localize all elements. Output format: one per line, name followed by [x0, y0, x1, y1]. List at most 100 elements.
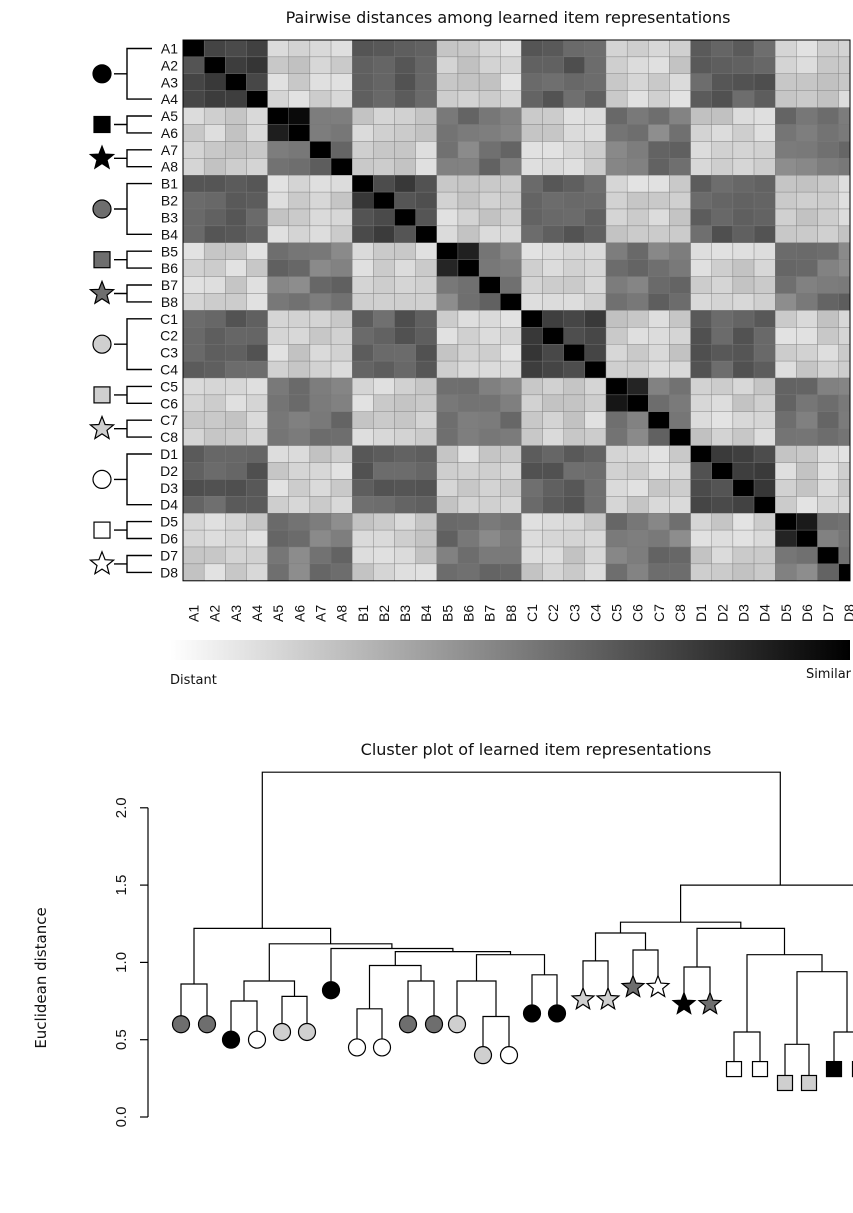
heatmap-cell-A3-D4: [753, 73, 776, 91]
heatmap-cell-C3-C3: [563, 344, 586, 362]
dendrogram-leaf-square-icon: [825, 1060, 843, 1078]
heatmap-cell-B5-B8: [500, 242, 522, 260]
heatmap-cell-B1-D2: [711, 175, 734, 193]
heatmap-cell-A2-D7: [817, 56, 839, 74]
heatmap-cell-C5-A5: [267, 377, 289, 396]
heatmap-cell-A2-A4: [246, 56, 268, 74]
heatmap-cell-C7-B8: [500, 411, 522, 429]
heatmap-cell-D5-C1: [521, 513, 543, 531]
heatmap-cell-B2-D3: [732, 191, 755, 210]
heatmap-cell-A7-B7: [478, 141, 501, 159]
heatmap-cell-B1-B2: [373, 175, 395, 193]
heatmap-cell-D5-C7: [648, 513, 670, 531]
heatmap-cell-B8-A2: [203, 293, 226, 311]
heatmap-cell-D2-A2: [203, 462, 226, 480]
heatmap-cell-A4-C8: [669, 90, 691, 108]
heatmap-cell-C3-B6: [457, 344, 480, 362]
heatmap-cell-D1-A2: [203, 445, 226, 463]
heatmap-cell-B7-A3: [225, 276, 247, 294]
heatmap-cell-D5-B8: [500, 513, 522, 531]
heatmap-cell-A1-B4: [415, 39, 437, 58]
heatmap-cell-B8-A4: [246, 293, 268, 311]
heatmap-cell-D4-D4: [753, 496, 776, 514]
heatmap-cell-A2-B3: [394, 56, 416, 74]
heatmap-cell-A3-C8: [669, 73, 691, 91]
heatmap-cell-B4-D8: [838, 225, 851, 243]
heatmap-cell-B7-B1: [352, 276, 374, 294]
dendrogram-link: [680, 884, 853, 923]
heatmap-cell-D7-A2: [203, 546, 226, 565]
heatmap-cell-D6-C2: [542, 529, 564, 548]
group-bracket: [114, 385, 152, 404]
heatmap-cell-D5-C2: [542, 513, 564, 531]
heatmap-cell-C2-D2: [711, 327, 734, 345]
heatmap-column-label: D6: [799, 604, 815, 622]
heatmap-cell-B2-A3: [225, 191, 247, 210]
dendrogram-link: [394, 951, 512, 966]
heatmap-cell-D5-B4: [415, 513, 437, 531]
heatmap-cell-C8-B4: [415, 428, 437, 446]
heatmap-cell-D7-B6: [457, 546, 480, 565]
heatmap-cell-A8-D8: [838, 158, 851, 176]
heatmap-cell-C6-A3: [225, 394, 247, 412]
heatmap-cell-B2-D1: [690, 191, 712, 210]
heatmap-cell-B6-B6: [457, 259, 480, 277]
heatmap-cell-A3-D8: [838, 73, 851, 91]
heatmap-cell-A6-D6: [796, 124, 818, 142]
heatmap-cell-C7-C7: [648, 411, 670, 429]
heatmap-cell-D4-D8: [838, 496, 851, 514]
heatmap-cell-D8-B2: [373, 563, 395, 581]
heatmap-cell-A8-A4: [246, 158, 268, 176]
heatmap-cell-A5-A5: [267, 107, 289, 125]
heatmap-cell-D3-A7: [309, 479, 332, 497]
heatmap-cell-D5-D1: [690, 513, 712, 531]
heatmap-row-label: D4: [160, 497, 178, 513]
heatmap-cell-C3-B7: [478, 344, 501, 362]
heatmap-cell-A2-C8: [669, 56, 691, 74]
heatmap-row-labels: A1A2A3A4A5A6A7A8B1B2B3B4B5B6B7B8C1C2C3C4…: [160, 41, 178, 581]
heatmap-cell-D2-A7: [309, 462, 332, 480]
heatmap-cell-D7-C4: [584, 546, 607, 565]
heatmap-cell-B3-C1: [521, 208, 543, 227]
heatmap-cell-D3-D5: [775, 479, 797, 497]
heatmap-cell-A7-C3: [563, 141, 586, 159]
heatmap-cell-D6-B8: [500, 529, 522, 548]
heatmap-cell-D3-B1: [352, 479, 374, 497]
heatmap-cell-B3-A3: [225, 208, 247, 227]
star-group-icon: [88, 550, 116, 576]
heatmap-cell-A4-C3: [563, 90, 586, 108]
heatmap-cell-D4-D1: [690, 496, 712, 514]
heatmap-column-label: C5: [609, 604, 625, 622]
dendrogram-link: [833, 1031, 853, 1062]
heatmap-cell-A6-B7: [478, 124, 501, 142]
heatmap-cell-A1-C1: [521, 39, 543, 58]
heatmap-column-label: D7: [820, 604, 836, 622]
heatmap-cell-A6-C6: [626, 124, 649, 142]
heatmap-cell-A4-D1: [690, 90, 712, 108]
heatmap-cell-B5-D2: [711, 242, 734, 260]
heatmap-cell-A5-D1: [690, 107, 712, 125]
heatmap-cell-A2-D6: [796, 56, 818, 74]
group-bracket: [114, 453, 152, 506]
heatmap-cell-C7-C1: [521, 411, 543, 429]
heatmap-column-label: B5: [439, 605, 455, 622]
dendrogram-leaves: [171, 974, 853, 1092]
heatmap-cell-B5-D5: [775, 242, 797, 260]
heatmap-cell-A8-C8: [669, 158, 691, 176]
heatmap-cell-D6-A7: [309, 529, 332, 548]
heatmap-cell-A8-C3: [563, 158, 586, 176]
heatmap-cell-B8-D6: [796, 293, 818, 311]
heatmap-cell-D3-B3: [394, 479, 416, 497]
heatmap-cell-C1-A4: [246, 310, 268, 328]
heatmap-cell-D2-B2: [373, 462, 395, 480]
circle-group-icon: [92, 64, 112, 84]
heatmap-cell-A2-D1: [690, 56, 712, 74]
heatmap-cell-D6-C5: [605, 529, 628, 548]
heatmap-cell-D3-C8: [669, 479, 691, 497]
heatmap-cell-C6-D6: [796, 394, 818, 412]
heatmap-cell-D3-C5: [605, 479, 628, 497]
heatmap-cell-A1-B5: [436, 39, 459, 58]
heatmap-cell-B7-C7: [648, 276, 670, 294]
heatmap-cell-A7-B4: [415, 141, 437, 159]
heatmap-cell-A7-B5: [436, 141, 459, 159]
